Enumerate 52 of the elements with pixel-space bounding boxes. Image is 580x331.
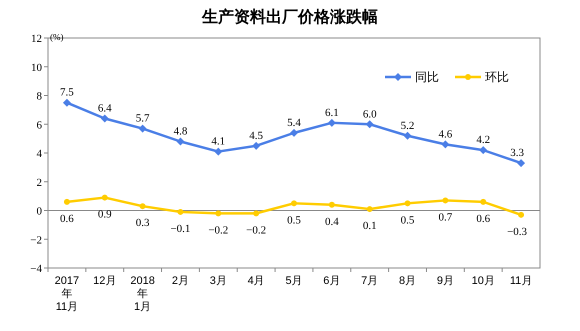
data-label: −0.2 [208,224,228,236]
data-label: 4.1 [211,136,226,148]
legend-label: 环比 [485,70,509,84]
legend-label: 同比 [415,70,439,84]
x-tick-label: 3月 [210,275,227,287]
y-tick-label: 2 [36,176,42,189]
x-tick-label: 6月 [323,275,340,287]
data-label: 7.5 [60,86,74,99]
data-label: 0.7 [438,211,453,224]
y-axis-title: (%) [50,32,64,42]
x-tick-label: 8月 [398,275,416,287]
y-tick-label: −2 [30,234,42,246]
data-label: 0.3 [136,217,150,230]
data-label: −0.3 [507,226,528,238]
data-label: 0.6 [476,212,491,225]
data-label: 0.9 [98,208,112,221]
y-tick-label: 0 [36,206,42,218]
data-label: 6.1 [324,106,339,119]
y-tick-label: 10 [31,62,42,74]
y-tick-label: 12 [31,33,42,45]
data-label: 4.8 [174,126,188,138]
data-label: 0.1 [362,220,377,232]
chart-title: 生产资料出厂价格涨跌幅 [201,8,378,26]
x-tick-label: 9月 [436,275,454,287]
data-label: −0.1 [170,222,190,235]
y-tick-label: 6 [36,119,42,132]
y-tick-label: −4 [30,263,42,275]
data-label: 0.4 [324,216,340,228]
data-label: 3.3 [510,147,524,160]
y-tick-label: 8 [36,90,42,102]
data-label: 5.2 [400,120,414,132]
data-label: 6.0 [362,108,378,120]
x-tick-label: 4月 [248,275,265,287]
x-tick-label: 11月 [510,275,532,287]
y-tick-label: 4 [36,148,42,160]
data-label: 4.5 [249,130,264,142]
data-label: 0.6 [60,212,74,225]
x-tick-label: 5月 [285,275,303,287]
x-tick-label: 2月 [172,275,190,287]
data-label: 5.7 [136,112,150,125]
data-label: 0.5 [287,214,302,226]
data-label: 4.2 [476,134,490,146]
x-tick-label: 2018 年 1月 [130,275,155,313]
x-tick-label: 10月 [472,275,495,287]
data-label: 0.5 [400,214,415,226]
data-label: 4.6 [438,128,453,140]
data-label: −0.2 [246,224,266,236]
x-tick-label: 2017 年 11月 [54,275,80,313]
data-label: 5.4 [287,116,302,129]
x-tick-label: 7月 [361,275,378,287]
data-label: 6.4 [98,102,112,114]
x-tick-label: 12月 [93,275,116,287]
